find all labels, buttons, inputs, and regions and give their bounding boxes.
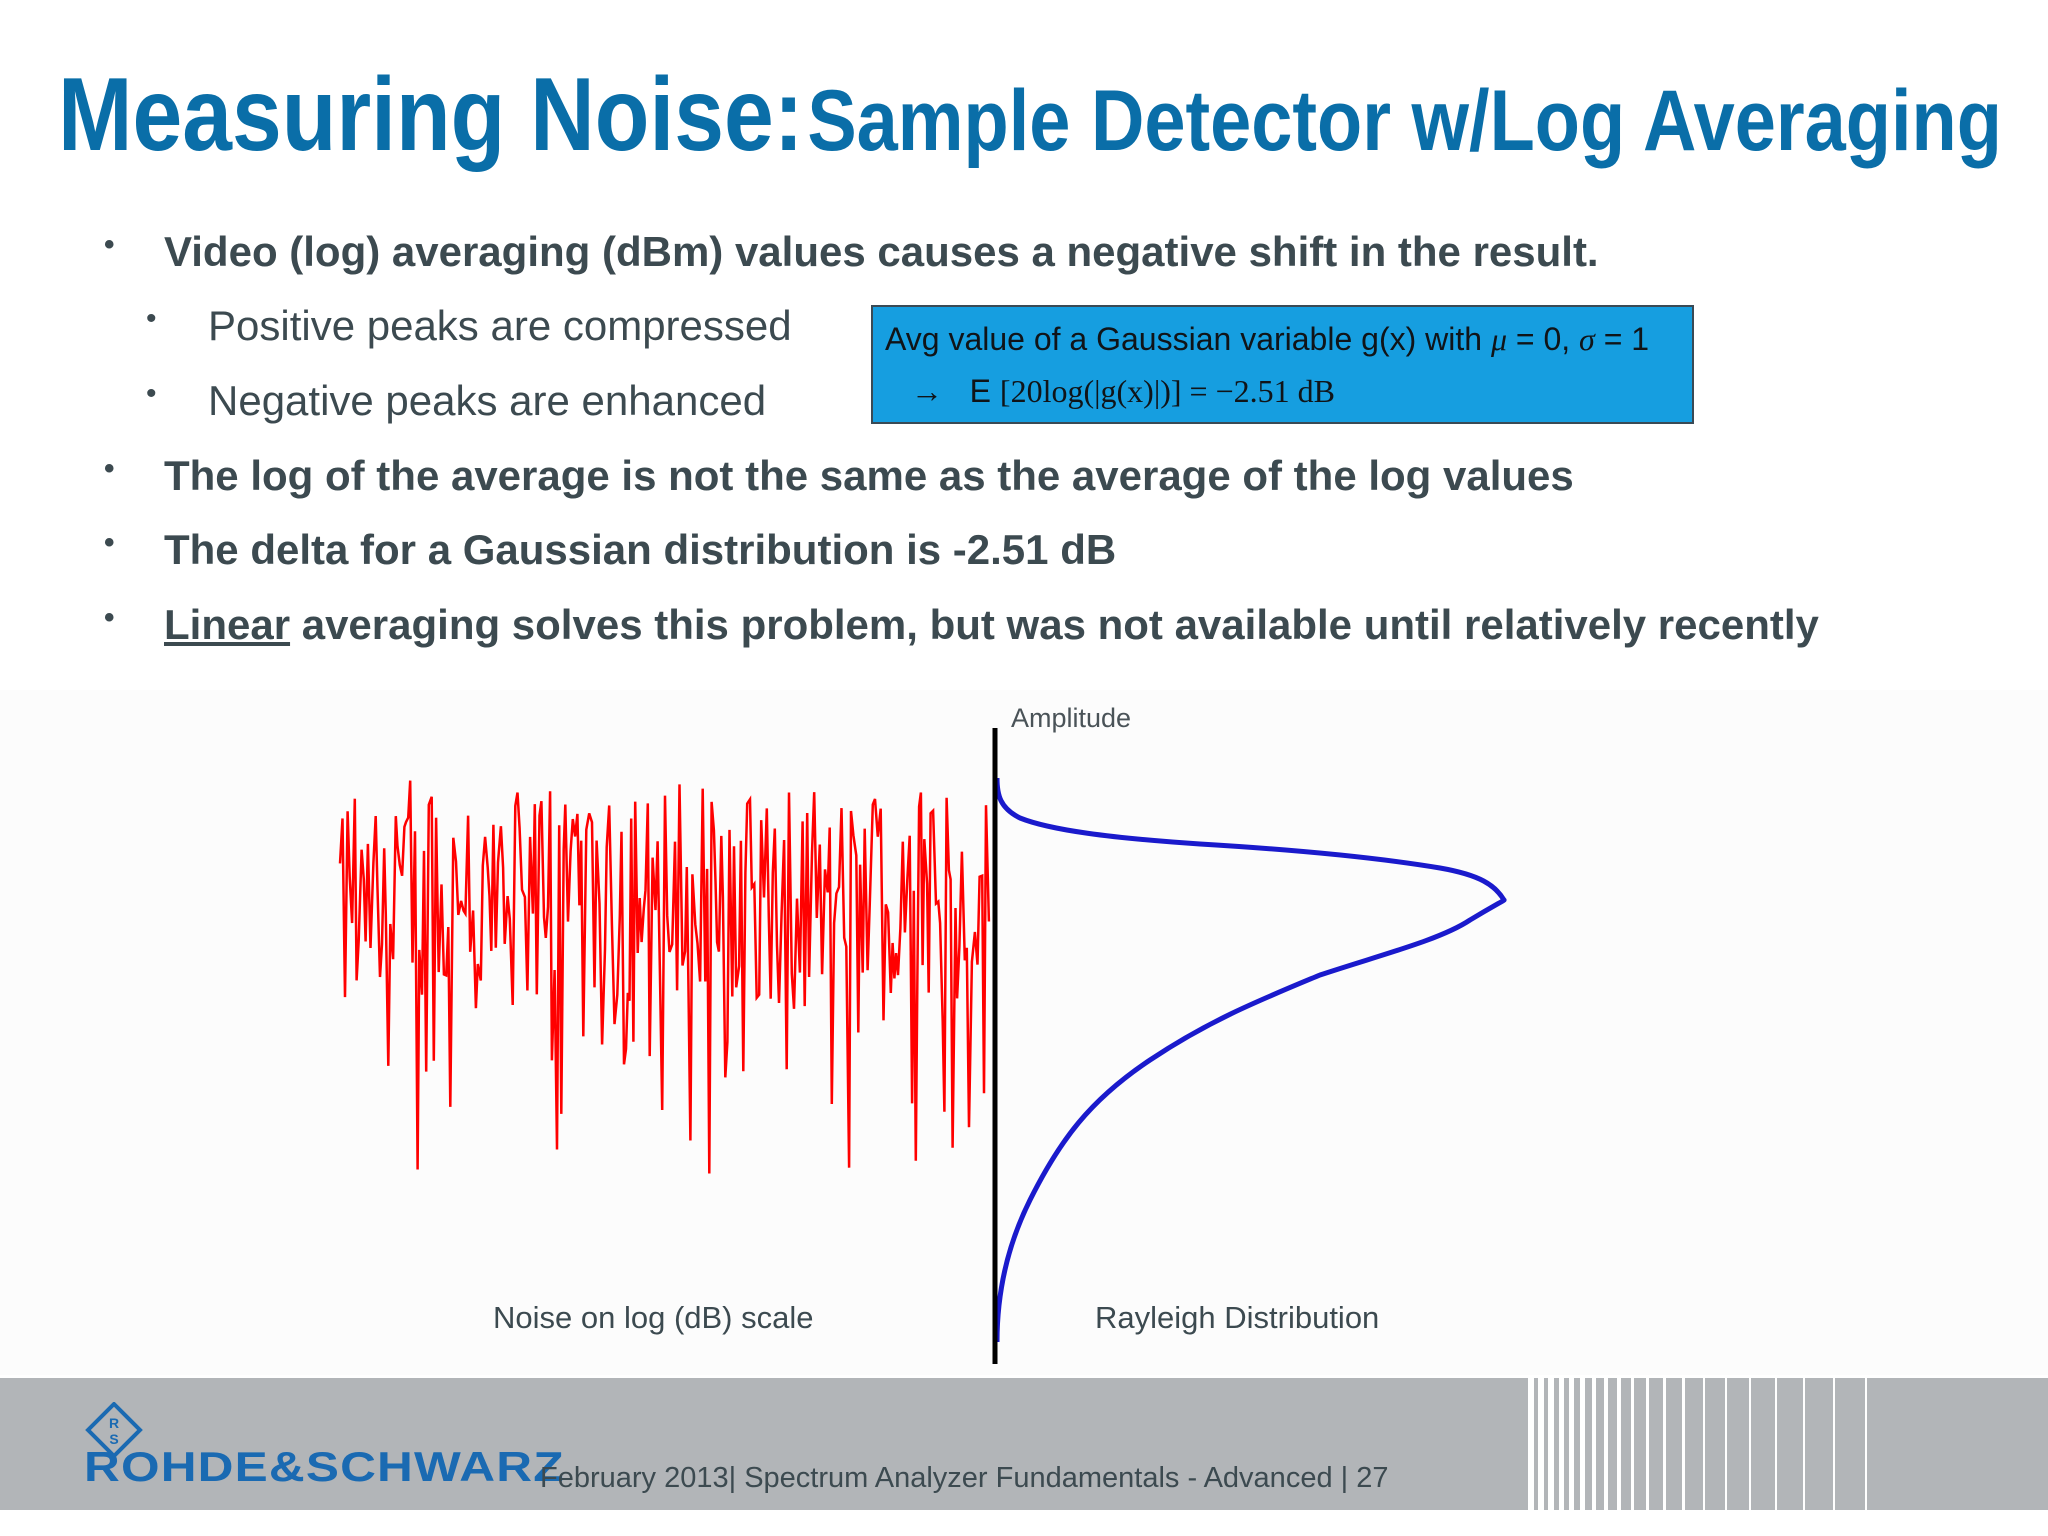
footer-text: February 2013| Spectrum Analyzer Fundame… [540, 1462, 1389, 1494]
footer-stripe [1663, 1378, 1666, 1510]
formula-eq2: = 1 [1594, 321, 1650, 357]
footer-stripe [1569, 1378, 1574, 1510]
formula-box: Avg value of a Gaussian variable g(x) wi… [871, 305, 1694, 424]
formula-expression: [20log(|g(x)|)] = −2.51 dB [999, 373, 1335, 409]
footer-stripe [1631, 1378, 1634, 1510]
formula-sigma: σ [1579, 321, 1595, 357]
footer-stripe [1833, 1378, 1835, 1510]
bullet-4-rest: averaging solves this problem, but was n… [290, 601, 1819, 648]
bullet-dot-icon: • [104, 452, 115, 485]
footer-stripe [1604, 1378, 1608, 1510]
bullet-dot-icon: • [146, 377, 157, 410]
footer-stripe [1725, 1378, 1727, 1510]
noise-trace [338, 780, 991, 1174]
amplitude-label: Amplitude [1011, 703, 1132, 733]
formula-E: E [969, 373, 992, 409]
footer-stripe [1682, 1378, 1685, 1510]
bullet-1b-text: Negative peaks are enhanced [208, 377, 767, 424]
formula-arrow: → [911, 373, 943, 409]
footer-stripe [1580, 1378, 1585, 1510]
bullet-2-text: The log of the average is not the same a… [164, 452, 1574, 499]
footer-stripe [1775, 1378, 1777, 1510]
footer-stripe [1803, 1378, 1805, 1510]
bullet-4-underlined: Linear [164, 601, 291, 648]
formula-mu: μ [1490, 321, 1507, 357]
bullet-dot-icon: • [146, 302, 157, 335]
bullet-dot-icon: • [104, 601, 115, 634]
footer-stripe [1538, 1378, 1544, 1510]
slide-title: Measuring Noise: Sample Detector w/Log A… [58, 56, 2002, 175]
footer-stripe [1548, 1378, 1554, 1510]
svg-text:S: S [109, 1431, 118, 1447]
bullet-1a-text: Positive peaks are compressed [208, 302, 792, 349]
bullet-1-text: Video (log) averaging (dBm) values cause… [164, 228, 1599, 275]
footer-stripe [1592, 1378, 1596, 1510]
footer-stripe [1865, 1378, 1867, 1510]
bullet-4-text: Linear averaging solves this problem, bu… [164, 601, 1819, 649]
brand-name: ROHDE&SCHWARZ [84, 1443, 565, 1490]
formula-line-1-text: Avg value of a Gaussian variable g(x) wi… [885, 321, 1491, 357]
noise-caption: Noise on log (dB) scale [493, 1300, 814, 1335]
formula-line-2: → E [20log(|g(x)|)] = −2.51 dB [911, 373, 1335, 410]
formula-eq: = 0, [1507, 321, 1580, 357]
footer-bar [0, 1378, 2048, 1510]
rayleigh-caption: Rayleigh Distribution [1095, 1300, 1380, 1335]
footer-stripe [1703, 1378, 1705, 1510]
svg-text:R: R [109, 1415, 119, 1431]
footer-stripe [1528, 1378, 1534, 1510]
figure-area [0, 690, 2048, 1375]
bullet-3-text: The delta for a Gaussian distribution is… [164, 526, 1117, 573]
bullet-dot-icon: • [104, 526, 115, 559]
footer-stripe [1559, 1378, 1564, 1510]
title-main: Measuring Noise: [58, 57, 804, 173]
title-sub: Sample Detector w/Log Averaging [807, 73, 2002, 169]
formula-line-1: Avg value of a Gaussian variable g(x) wi… [885, 321, 1649, 358]
rohde-schwarz-diamond-logo-icon: R S [85, 1402, 143, 1458]
bullet-dot-icon: • [104, 228, 115, 261]
footer-stripe [1646, 1378, 1649, 1510]
footer-stripe [1749, 1378, 1751, 1510]
footer-stripe [1617, 1378, 1621, 1510]
footer-stripes [1528, 1378, 1867, 1510]
rayleigh-curve [994, 777, 1507, 1343]
